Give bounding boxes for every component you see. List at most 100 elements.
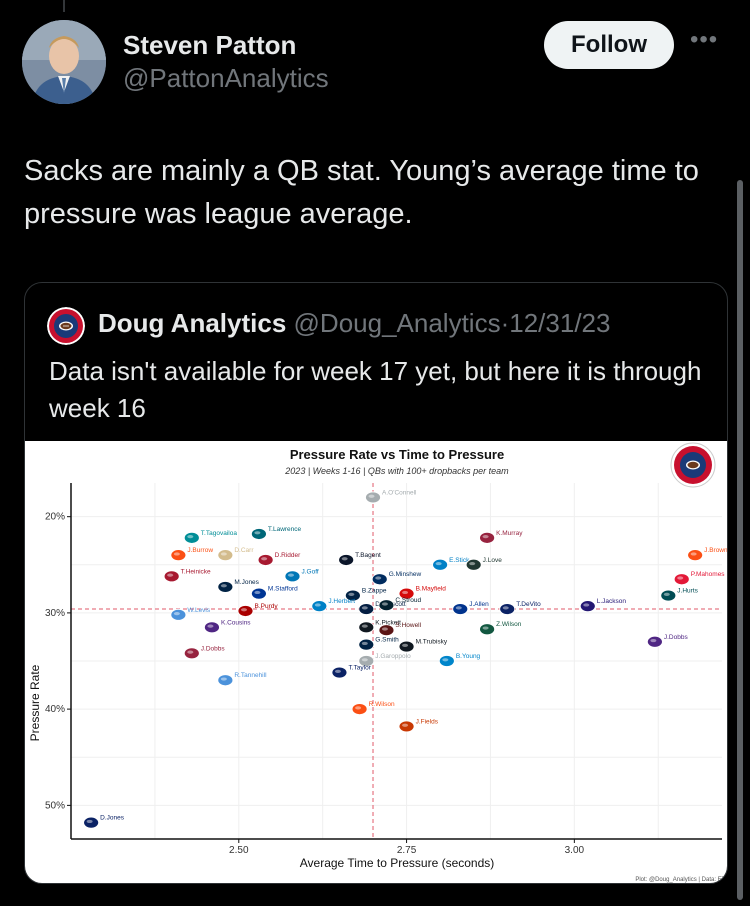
chart-points: A.O'Connell T.Tagovailoa T.Lawrence J.Burro… xyxy=(83,489,727,829)
qb-point-label: J.Dobbs xyxy=(201,645,226,652)
qb-point-highlight xyxy=(187,650,194,654)
scrollbar[interactable] xyxy=(737,180,743,900)
qb-point xyxy=(83,816,100,829)
qb-point-highlight xyxy=(167,573,174,577)
author-handle[interactable]: @PattonAnalytics xyxy=(123,63,329,93)
qb-point xyxy=(251,587,267,600)
qb-point-label: R.Wilson xyxy=(369,701,395,708)
qb-point-label: L.Jackson xyxy=(597,598,627,605)
quote-date[interactable]: 12/31/23 xyxy=(509,308,611,338)
more-icon[interactable]: ••• xyxy=(690,26,719,53)
qb-point xyxy=(163,570,180,583)
qb-point xyxy=(646,635,663,648)
follow-button[interactable]: Follow xyxy=(544,21,674,69)
qb-point xyxy=(170,608,187,621)
qb-point-highlight xyxy=(677,576,684,580)
qb-point xyxy=(465,558,482,571)
qb-point xyxy=(358,638,375,651)
qb-point-highlight xyxy=(254,590,261,595)
qb-point-label: T.Bagent xyxy=(355,552,381,559)
qb-point-highlight xyxy=(220,552,227,556)
qb-point xyxy=(338,554,355,566)
qb-point-highlight xyxy=(173,612,180,616)
qb-point xyxy=(170,549,187,562)
qb-point-label: J.Hurts xyxy=(677,588,698,595)
qb-point xyxy=(217,674,234,687)
qb-point-highlight xyxy=(381,627,388,631)
qb-point xyxy=(660,589,677,602)
qb-point-highlight xyxy=(348,592,355,596)
chart-footer: Plot: @Doug_Analytics | Data: FT xyxy=(635,877,725,883)
quote-author-avatar xyxy=(47,307,85,345)
qb-point-label: D.Ridder xyxy=(275,552,301,559)
qb-point xyxy=(217,549,234,562)
qb-point-highlight xyxy=(690,552,697,556)
qb-point-label: M.Trubisky xyxy=(416,639,448,646)
qb-point-highlight xyxy=(341,557,348,561)
qb-point-label: M.Stafford xyxy=(268,586,298,593)
qb-point-label: P.Mahomes xyxy=(691,571,726,578)
chart-logo xyxy=(670,442,716,488)
qb-point-label: B.Mayfield xyxy=(416,586,447,593)
qb-point xyxy=(365,491,381,504)
y-tick-label: 30% xyxy=(45,608,65,619)
quote-media-chart[interactable]: Pressure Rate vs Time to Pressure 2023 |… xyxy=(25,441,727,883)
qb-point xyxy=(378,624,395,637)
qb-point-label: M.Jones xyxy=(234,579,259,586)
qb-point xyxy=(237,605,254,617)
qb-point xyxy=(351,703,368,716)
quote-author-name[interactable]: Doug Analytics xyxy=(98,308,287,338)
qb-point xyxy=(257,554,274,566)
qb-point-label: B.Young xyxy=(456,653,481,660)
qb-point-label: T.Heinicke xyxy=(181,568,211,575)
qb-point-label: D.Carr xyxy=(234,547,254,554)
qb-point-highlight xyxy=(207,624,214,628)
qb-point xyxy=(358,621,375,634)
quote-tweet-card[interactable]: Doug Analytics @Doug_Analytics·12/31/23 … xyxy=(24,282,728,884)
qb-point xyxy=(217,581,234,593)
qb-point-highlight xyxy=(402,723,409,727)
qb-point xyxy=(371,573,388,586)
qb-point xyxy=(358,655,375,667)
qb-point-highlight xyxy=(361,606,368,610)
qb-point-highlight xyxy=(361,624,368,628)
qb-point-label: J.Fields xyxy=(416,718,439,725)
qb-point-label: G.Smith xyxy=(375,637,399,644)
qb-point xyxy=(438,655,455,667)
qb-point-label: T.Lawrence xyxy=(268,526,302,533)
qb-point-highlight xyxy=(334,669,341,673)
qb-point xyxy=(358,603,375,615)
quote-author-handle[interactable]: @Doug_Analytics xyxy=(293,308,501,338)
qb-point-label: J.Herbert xyxy=(328,598,355,605)
qb-point-label: G.Minshew xyxy=(389,571,422,578)
qb-point-label: B.Zappe xyxy=(362,588,387,595)
qb-point-highlight xyxy=(402,590,409,595)
qb-point-highlight xyxy=(583,603,590,607)
qb-point-label: J.Allen xyxy=(469,601,489,608)
qb-point xyxy=(183,531,200,544)
qb-point xyxy=(579,600,596,613)
qb-point xyxy=(204,621,220,634)
qb-point-label: R.Tannehill xyxy=(234,672,267,679)
qb-point-highlight xyxy=(368,494,375,498)
qb-point xyxy=(331,666,348,679)
qb-point-label: J.Dobbs xyxy=(664,634,689,641)
y-tick-label: 20% xyxy=(45,512,65,523)
qb-point-label: E.Stick xyxy=(449,557,470,564)
author-name[interactable]: Steven Patton xyxy=(123,30,297,60)
qb-point-highlight xyxy=(442,658,449,662)
qb-point-highlight xyxy=(361,658,368,662)
thread-line xyxy=(63,0,65,12)
author-avatar[interactable] xyxy=(22,20,106,104)
qb-point-highlight xyxy=(455,606,462,610)
qb-point-highlight xyxy=(381,602,388,606)
chart-subtitle: 2023 | Weeks 1-16 | QBs with 100+ dropba… xyxy=(284,466,509,476)
y-tick-label: 40% xyxy=(45,704,65,715)
qb-point xyxy=(499,603,516,615)
qb-point xyxy=(687,549,704,562)
qb-point-highlight xyxy=(220,677,227,681)
qb-point-label: J.Garoppolo xyxy=(375,653,411,660)
qb-point-highlight xyxy=(187,535,194,539)
x-tick-label: 2.50 xyxy=(229,845,249,856)
chart-axes: 2.50 2.75 3.00 20% 30% 40% 50% xyxy=(45,483,722,856)
